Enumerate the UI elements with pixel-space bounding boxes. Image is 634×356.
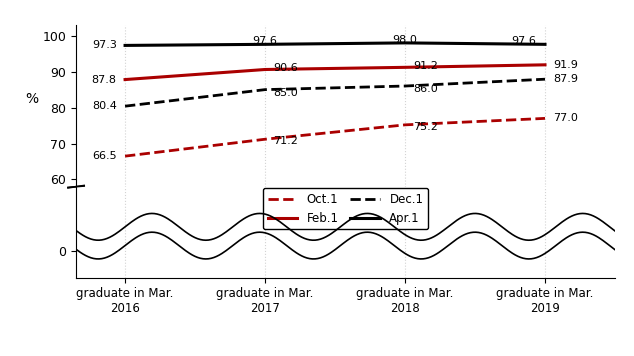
Text: 97.3: 97.3 <box>92 41 117 51</box>
Text: 86.0: 86.0 <box>413 84 438 94</box>
Text: 91.9: 91.9 <box>553 60 578 70</box>
Text: 85.0: 85.0 <box>273 88 298 98</box>
Text: 66.5: 66.5 <box>92 151 117 161</box>
Text: 87.8: 87.8 <box>92 74 117 85</box>
Text: 71.2: 71.2 <box>273 136 299 146</box>
Text: 90.6: 90.6 <box>273 63 298 73</box>
Text: 77.0: 77.0 <box>553 113 578 124</box>
Text: 80.4: 80.4 <box>92 101 117 111</box>
Text: 97.6: 97.6 <box>252 36 278 46</box>
Text: 91.2: 91.2 <box>413 61 438 70</box>
Text: 98.0: 98.0 <box>392 35 417 45</box>
Legend: Oct.1, Feb.1, Dec.1, Apr.1: Oct.1, Feb.1, Dec.1, Apr.1 <box>263 188 428 229</box>
Text: 97.6: 97.6 <box>512 36 536 46</box>
Text: 87.9: 87.9 <box>553 74 578 84</box>
Y-axis label: %: % <box>25 92 38 106</box>
Text: 75.2: 75.2 <box>413 122 438 132</box>
